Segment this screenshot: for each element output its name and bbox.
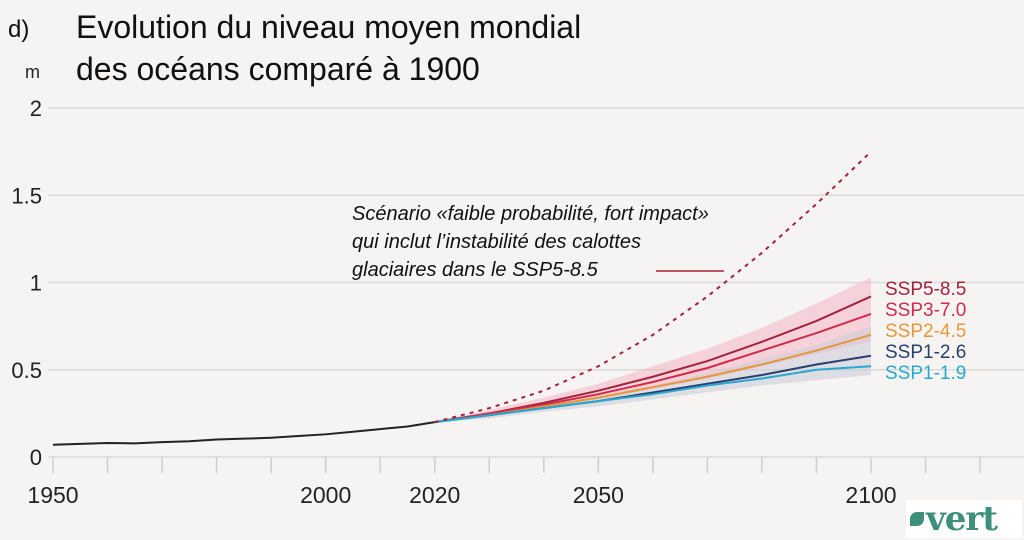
legend-label: SSP5-8.5 <box>885 279 966 300</box>
title-line-2: des océans comparé à 1900 <box>76 51 480 87</box>
uncertainty-band <box>434 277 871 423</box>
x-tick-label: 2020 <box>409 482 460 508</box>
annotation-line-1: Scénario «faible probabilité, fort impac… <box>352 203 709 225</box>
series-line-ssp3-7.0 <box>434 312 872 424</box>
vert-logo: vert <box>906 500 1022 538</box>
leaf-icon <box>910 512 924 526</box>
annotation-line-2: qui inclut l’instabilité des calottes <box>352 231 642 253</box>
legend-label: SSP2-4.5 <box>885 321 966 342</box>
y-tick-label: 1.5 <box>11 183 42 208</box>
y-tick-label: 1 <box>30 271 42 296</box>
series-line-ssp1-1.9 <box>434 365 872 424</box>
legend-label: SSP3-7.0 <box>885 300 966 321</box>
y-axis-unit: m <box>25 62 40 82</box>
chart-title: Evolution du niveau moyen mondial des oc… <box>76 6 581 90</box>
logo-text: vert <box>926 499 998 539</box>
panel-label: d) <box>8 16 30 43</box>
annotation: Scénario «faible probabilité, fort impac… <box>352 200 709 284</box>
x-tick-label: 2050 <box>573 482 624 508</box>
x-tick-label: 2000 <box>300 482 351 508</box>
x-tick-label: 1950 <box>27 482 78 508</box>
x-tick-label: 2100 <box>845 482 896 508</box>
title-line-1: Evolution du niveau moyen mondial <box>76 9 582 45</box>
y-tick-label: 0.5 <box>11 358 42 383</box>
legend-label: SSP1-1.9 <box>885 363 966 384</box>
legend-label: SSP1-2.6 <box>885 342 966 363</box>
historical-line <box>52 421 435 446</box>
y-tick-label: 2 <box>30 96 42 121</box>
annotation-line-3: glaciaires dans le SSP5-8.5 <box>352 259 598 281</box>
y-tick-label: 0 <box>30 445 42 470</box>
high-impact-dashed-line <box>434 150 872 424</box>
